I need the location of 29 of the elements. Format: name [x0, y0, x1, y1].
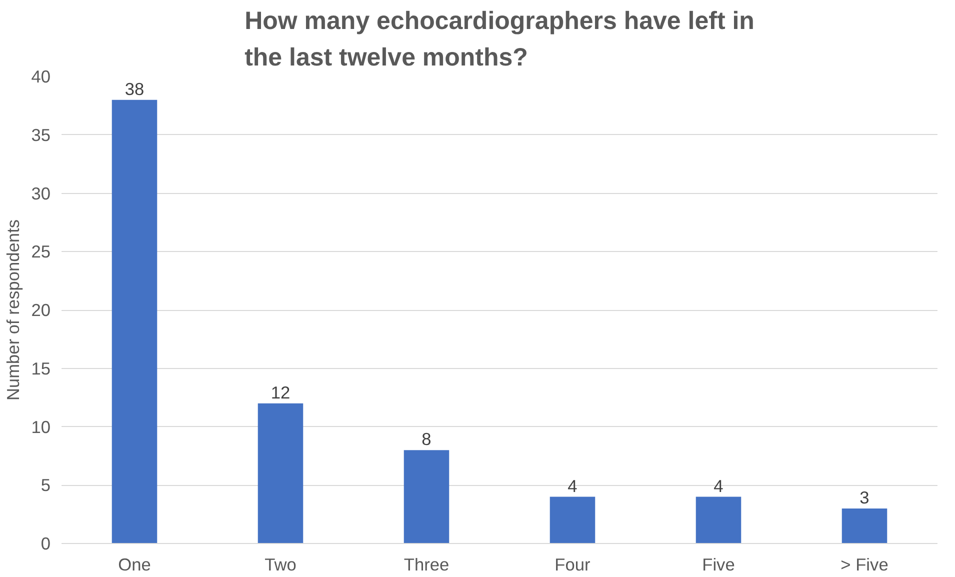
data-label: 12	[270, 382, 290, 402]
data-label: 3	[860, 487, 870, 508]
bar	[696, 496, 742, 544]
y-tick-label: 25	[31, 242, 51, 262]
y-tick-label: 5	[40, 475, 51, 496]
bar	[404, 450, 450, 544]
bar	[258, 403, 304, 544]
x-tick-label: Two	[264, 554, 296, 574]
x-tick-label: Three	[404, 554, 450, 574]
y-tick-label: 15	[31, 358, 51, 378]
bar	[112, 100, 158, 544]
y-tick-label: 40	[31, 66, 51, 86]
y-tick-label: 10	[31, 416, 51, 437]
x-tick-label: > Five	[840, 554, 888, 574]
y-tick-label: 0	[40, 534, 51, 554]
x-tick-label: Four	[554, 554, 591, 574]
y-axis-title: Number of respondents	[3, 219, 24, 401]
data-label: 4	[714, 476, 724, 496]
x-tick-label: Five	[702, 554, 735, 574]
chart-title: How many echocardiographers have left in the last twelve months?	[244, 7, 754, 72]
data-label: 38	[124, 78, 144, 99]
data-label: 8	[422, 429, 432, 450]
bar	[842, 508, 888, 544]
data-label: 4	[568, 476, 578, 496]
y-tick-label: 30	[31, 183, 51, 204]
bar	[550, 496, 596, 544]
x-tick-label: One	[118, 554, 151, 574]
y-tick-label: 35	[31, 124, 51, 145]
y-tick-label: 20	[31, 300, 51, 320]
